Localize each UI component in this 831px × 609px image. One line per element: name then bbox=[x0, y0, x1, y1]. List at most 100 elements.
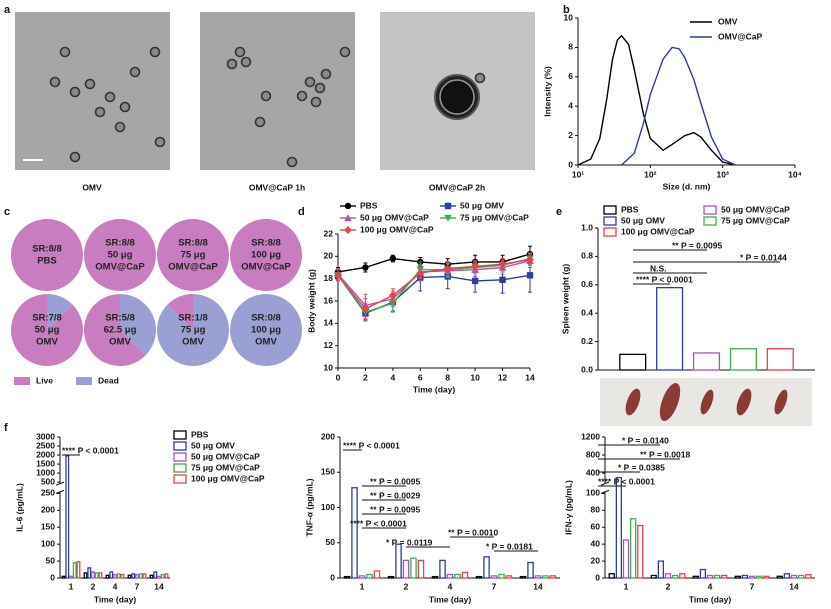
panel-label: d bbox=[298, 206, 305, 218]
significance-label: **** P < 0.0001 bbox=[62, 445, 119, 455]
pie-label: OMV bbox=[36, 337, 58, 348]
x-tick-label: 2 bbox=[91, 581, 96, 591]
bar bbox=[729, 348, 757, 371]
particle bbox=[104, 91, 116, 103]
bar bbox=[619, 353, 647, 371]
legend-swatch bbox=[173, 463, 187, 473]
legend-label: 50 μg OMV bbox=[460, 200, 504, 210]
legend-swatch bbox=[76, 377, 92, 385]
pie-label: SR:0/8 bbox=[251, 313, 281, 324]
bar bbox=[76, 561, 81, 579]
particle bbox=[320, 68, 332, 80]
particle bbox=[114, 121, 126, 133]
bar bbox=[120, 573, 125, 579]
bar bbox=[387, 575, 395, 579]
bar bbox=[98, 572, 103, 579]
particle bbox=[129, 66, 141, 78]
legend-label: OMV bbox=[718, 16, 738, 26]
y-tick-label: 150 bbox=[321, 467, 335, 477]
bar bbox=[790, 574, 798, 579]
bar bbox=[343, 575, 351, 579]
bar bbox=[519, 575, 527, 579]
marker bbox=[499, 276, 506, 283]
bar bbox=[417, 559, 425, 579]
bar bbox=[395, 543, 402, 579]
bar bbox=[534, 575, 542, 579]
axis-break-mark bbox=[55, 489, 65, 494]
pie-slice bbox=[120, 293, 156, 356]
particle bbox=[154, 136, 166, 148]
pie-label: 75 μg bbox=[181, 325, 206, 336]
x-tick-label: 7 bbox=[135, 581, 140, 591]
bar bbox=[505, 575, 513, 579]
x-tick-label: 10 bbox=[470, 372, 480, 382]
marker bbox=[389, 255, 397, 262]
pie-label: PBS bbox=[37, 256, 57, 267]
legend-label: 100 μg OMV@CaP bbox=[360, 224, 434, 234]
y-axis-label: Intensity (%) bbox=[542, 66, 552, 117]
bar bbox=[105, 574, 110, 579]
bar bbox=[656, 286, 684, 371]
bar bbox=[615, 476, 623, 579]
x-tick-label: 2 bbox=[404, 581, 409, 591]
y-tick-label: 20 bbox=[591, 555, 601, 565]
axis-break-mark bbox=[600, 489, 610, 494]
bar bbox=[498, 573, 505, 579]
pie-label: OMV bbox=[255, 337, 277, 348]
x-tick-label: 14 bbox=[789, 581, 799, 591]
x-tick-label: 4 bbox=[448, 581, 453, 591]
micrograph bbox=[200, 12, 355, 170]
y-tick-label: 1200 bbox=[581, 431, 600, 441]
legend-label: 100 μg OMV@CaP bbox=[191, 473, 265, 483]
legend-swatch bbox=[603, 216, 617, 226]
y-tick-label: 18 bbox=[324, 273, 334, 283]
legend-swatch bbox=[173, 430, 187, 440]
axis-break-mark bbox=[55, 481, 65, 486]
pie-label: SR:1/8 bbox=[178, 313, 208, 324]
significance-label: **** P < 0.0001 bbox=[350, 518, 407, 528]
series-line bbox=[577, 34, 736, 166]
particle bbox=[314, 82, 326, 94]
marker bbox=[444, 214, 452, 222]
x-tick-label: 10⁴ bbox=[788, 169, 802, 179]
pie-slice bbox=[157, 294, 230, 367]
x-tick-label: 4 bbox=[708, 581, 713, 591]
bar bbox=[657, 560, 665, 579]
x-tick-label: 0 bbox=[336, 372, 341, 382]
pie-label: SR:7/8 bbox=[32, 313, 62, 324]
x-tick-label: 4 bbox=[390, 372, 395, 382]
significance-label: * P = 0.0144 bbox=[740, 252, 787, 262]
bar bbox=[454, 573, 461, 579]
y-tick-label: 0.2 bbox=[581, 336, 593, 346]
x-tick-label: 1 bbox=[360, 581, 365, 591]
y-tick-label: 14 bbox=[324, 318, 334, 328]
significance-label: ** P = 0.0018 bbox=[640, 449, 690, 459]
legend-label: 75 μg OMV@CaP bbox=[721, 215, 790, 225]
legend-swatch bbox=[603, 205, 617, 215]
legend-label: PBS bbox=[191, 429, 209, 439]
bar bbox=[446, 573, 454, 579]
marker bbox=[471, 277, 479, 285]
pie-slice bbox=[11, 219, 83, 291]
legend-label: 50 μg OMV@CaP bbox=[721, 204, 790, 214]
legend-label: 100 μg OMV@CaP bbox=[621, 226, 695, 236]
y-tick-label: 2500 bbox=[36, 440, 55, 450]
y-tick-label: 22 bbox=[324, 228, 334, 238]
y-tick-label: 0.0 bbox=[581, 364, 593, 374]
pie-label: 100 μg bbox=[251, 250, 281, 261]
y-tick-label: 0 bbox=[595, 572, 600, 582]
particle bbox=[310, 96, 322, 108]
bar bbox=[483, 556, 490, 579]
legend-label: PBS bbox=[621, 204, 639, 214]
legend-label: PBS bbox=[360, 200, 378, 210]
legend-swatch bbox=[603, 227, 617, 237]
pie-slice bbox=[230, 219, 302, 291]
legend-swatch bbox=[703, 205, 717, 215]
bar bbox=[153, 571, 158, 579]
panel-label: f bbox=[4, 422, 8, 434]
significance-label: **** P < 0.0001 bbox=[343, 440, 400, 450]
legend-label: Live bbox=[36, 375, 53, 385]
x-tick-label: 14 bbox=[533, 581, 543, 591]
marker bbox=[334, 271, 342, 280]
legend-label: 50 μg OMV bbox=[621, 215, 665, 225]
